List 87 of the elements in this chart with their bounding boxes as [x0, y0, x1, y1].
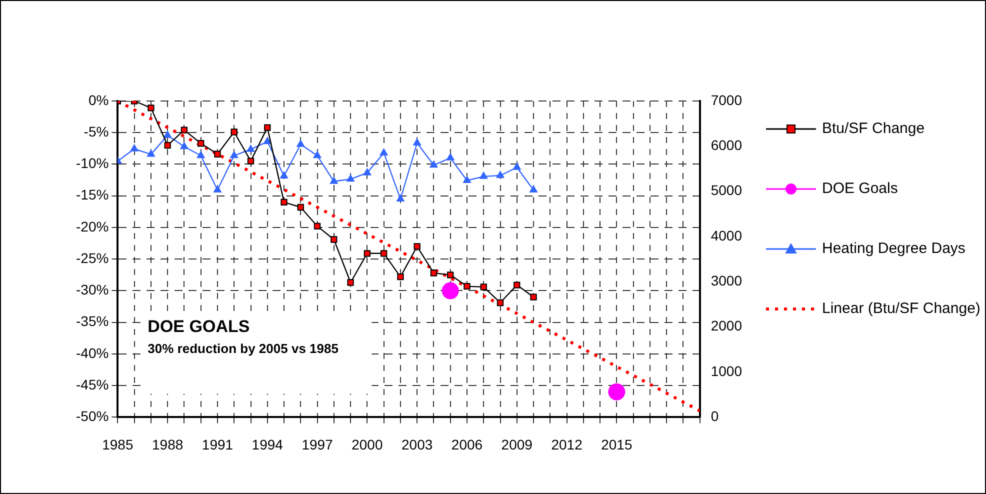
point [130, 144, 138, 152]
legend-label: Linear (Btu/SF Change) [822, 299, 980, 318]
x-tick-label: 2009 [501, 436, 533, 452]
y-tick-label: -5% [84, 123, 109, 140]
point [230, 128, 238, 136]
y2-tick-label: 5000 [710, 182, 742, 198]
x-tick-label: 2006 [451, 436, 483, 452]
point [480, 172, 488, 179]
point [512, 162, 521, 170]
legend-label: DOE Goals [822, 179, 898, 198]
point [514, 282, 520, 288]
point [413, 138, 422, 146]
point [380, 250, 388, 257]
point [214, 150, 221, 158]
y-tick-label: -30% [76, 282, 109, 298]
point [313, 151, 322, 158]
y-tick-label: -15% [76, 186, 109, 203]
point [463, 176, 471, 183]
point [530, 294, 537, 300]
point [347, 279, 354, 286]
point [198, 140, 204, 147]
y2-tick-label: 4000 [710, 227, 742, 244]
point [446, 153, 454, 160]
point [246, 144, 255, 152]
y2-tick-label: 2000 [710, 318, 742, 334]
point [442, 282, 459, 300]
x-tick-label: 2012 [551, 436, 583, 452]
legend-label: Btu/SF Change [822, 119, 925, 138]
y2-tick-label: 6000 [710, 137, 742, 154]
point [180, 142, 188, 150]
y-tick-label: -25% [76, 250, 109, 266]
point [414, 243, 420, 250]
point [196, 151, 205, 158]
point [164, 142, 171, 149]
point [608, 383, 626, 400]
y-tick-label: 0% [88, 92, 109, 108]
point [530, 185, 538, 192]
point [148, 104, 154, 112]
point [480, 284, 487, 290]
point [146, 150, 155, 157]
x-tick-label: 1985 [102, 436, 134, 452]
x-tick-label: 1997 [302, 436, 334, 452]
x-tick-label: 2003 [402, 436, 433, 452]
x-tick-label: 1991 [202, 436, 234, 452]
point [430, 270, 438, 276]
point [247, 158, 254, 164]
point [397, 273, 404, 280]
y-tick-label: -45% [76, 376, 109, 392]
point [214, 185, 222, 192]
point [280, 198, 288, 206]
point [280, 171, 288, 178]
point [380, 148, 388, 156]
point [164, 130, 172, 138]
y2-tick-label: 1000 [710, 362, 742, 379]
y2-tick-label: 7000 [710, 92, 742, 108]
point [180, 126, 188, 134]
point [346, 174, 355, 182]
x-tick-label: 2000 [352, 436, 383, 452]
point [447, 272, 454, 278]
point [364, 250, 371, 257]
point [314, 222, 321, 230]
annotation: 30% reduction by 2005 vs 1985 [148, 340, 338, 356]
point [363, 168, 372, 176]
y2-tick-label: 0 [710, 408, 719, 424]
y-tick-label: -35% [76, 313, 109, 330]
point [396, 194, 404, 202]
y-tick-label: -40% [76, 344, 109, 361]
point [297, 204, 304, 211]
legend-label: Heating Degree Days [822, 239, 966, 258]
annotation: DOE GOALS [148, 316, 250, 336]
point [264, 124, 271, 131]
y2-tick-label: 3000 [710, 272, 742, 289]
point [296, 140, 305, 147]
y-tick-label: -50% [76, 408, 109, 424]
point [430, 160, 438, 168]
point [330, 176, 338, 184]
point [496, 299, 504, 306]
point [464, 282, 470, 290]
x-tick-label: 2015 [601, 436, 632, 452]
point [496, 171, 504, 178]
x-tick-label: 1988 [152, 436, 184, 452]
y-tick-label: -20% [76, 218, 109, 234]
point [330, 236, 338, 243]
point [230, 151, 238, 158]
point [263, 137, 272, 144]
y-tick-label: -10% [76, 155, 109, 172]
x-tick-label: 1994 [252, 436, 284, 452]
